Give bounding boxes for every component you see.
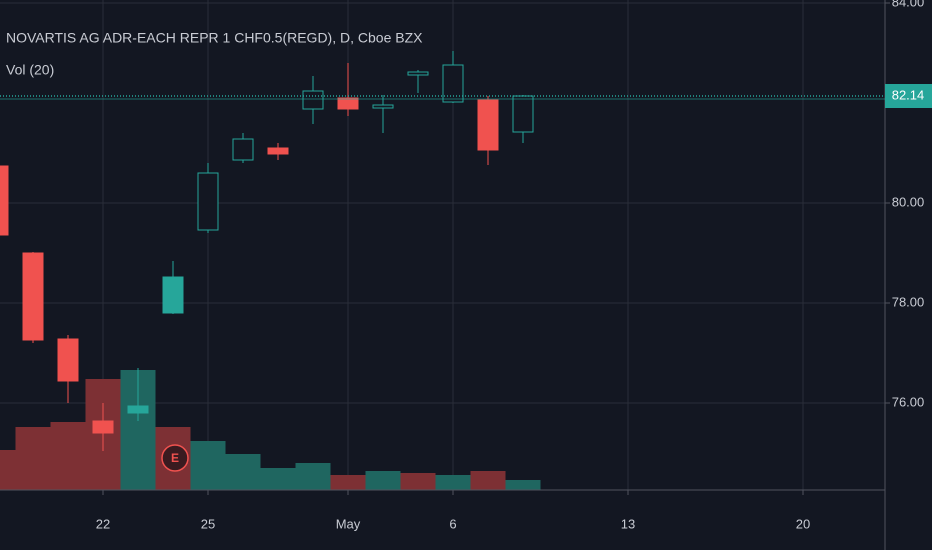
volume-bar	[295, 463, 331, 490]
volume-bar	[435, 475, 471, 490]
price-tag-label: 82.14	[892, 87, 925, 102]
y-tick-label: 78.00	[892, 294, 925, 309]
x-tick-label: 6	[449, 516, 456, 531]
volume-bar	[225, 454, 261, 490]
volume-bar	[50, 422, 86, 490]
x-tick-label: May	[336, 516, 361, 531]
y-tick-label: 76.00	[892, 394, 925, 409]
chart-title: NOVARTIS AG ADR-EACH REPR 1 CHF0.5(REGD)…	[6, 30, 423, 46]
candle-body	[0, 165, 9, 236]
candle-body	[442, 64, 464, 103]
volume-bar	[400, 473, 436, 490]
candle-body	[512, 95, 534, 133]
candle-body	[197, 172, 219, 231]
candle-body	[372, 104, 394, 109]
x-tick-label: 25	[201, 516, 215, 531]
y-tick-label: 80.00	[892, 194, 925, 209]
candle-body	[477, 99, 499, 151]
candle-body	[337, 97, 359, 110]
candle-body	[127, 405, 149, 414]
price-tag	[885, 84, 932, 108]
candle-body	[302, 90, 324, 110]
earnings-icon[interactable]	[161, 444, 189, 472]
candle-body	[407, 71, 429, 76]
earnings-icon-letter: E	[171, 451, 179, 465]
x-tick-label: 20	[796, 516, 810, 531]
volume-bar	[330, 475, 366, 490]
candle-body	[162, 276, 184, 314]
volume-bar	[260, 468, 296, 490]
volume-bar	[470, 471, 506, 490]
candle-body	[22, 252, 44, 341]
volume-bar	[0, 450, 16, 490]
volume-bar	[190, 441, 226, 490]
volume-indicator-label: Vol (20)	[6, 62, 54, 78]
candle-body	[57, 338, 79, 382]
volume-bar	[15, 427, 51, 490]
candle-body	[232, 138, 254, 161]
volume-bar	[365, 471, 401, 490]
x-tick-label: 22	[96, 516, 110, 531]
candle-body	[267, 147, 289, 155]
volume-bar	[505, 480, 541, 490]
x-tick-label: 13	[621, 516, 635, 531]
y-tick-label: 84.00	[892, 0, 925, 9]
candle-body	[92, 420, 114, 434]
